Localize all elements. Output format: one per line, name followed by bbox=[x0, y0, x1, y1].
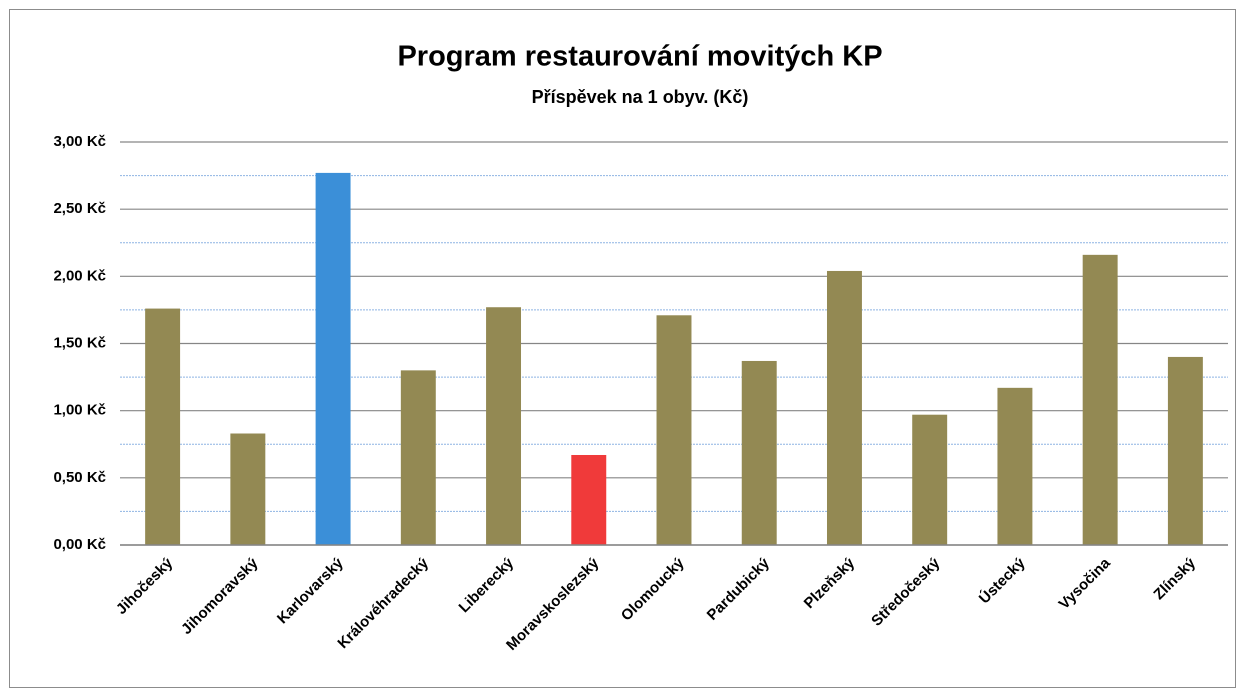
bar bbox=[656, 315, 692, 545]
bar bbox=[912, 414, 948, 545]
chart-title: Program restaurování movitých KP bbox=[397, 41, 882, 73]
bar bbox=[826, 270, 862, 545]
bar bbox=[315, 172, 351, 545]
bar bbox=[1167, 356, 1203, 545]
bar bbox=[1082, 254, 1118, 545]
bar bbox=[741, 360, 777, 545]
y-tick-label: 0,50 Kč bbox=[53, 469, 106, 486]
y-tick-label: 3,00 Kč bbox=[53, 133, 106, 150]
bar bbox=[145, 308, 181, 545]
y-tick-label: 2,00 Kč bbox=[53, 267, 106, 284]
bar bbox=[230, 433, 266, 545]
y-tick-label: 1,50 Kč bbox=[53, 334, 106, 351]
y-tick-label: 0,00 Kč bbox=[53, 536, 106, 553]
y-tick-label: 1,00 Kč bbox=[53, 402, 106, 419]
chart-border bbox=[9, 9, 1236, 688]
bar bbox=[997, 387, 1033, 545]
y-tick-label: 2,50 Kč bbox=[53, 200, 106, 217]
bar bbox=[400, 370, 436, 545]
bar bbox=[571, 454, 607, 545]
chart-subtitle: Příspěvek na 1 obyv. (Kč) bbox=[532, 87, 749, 107]
bar bbox=[486, 307, 522, 545]
